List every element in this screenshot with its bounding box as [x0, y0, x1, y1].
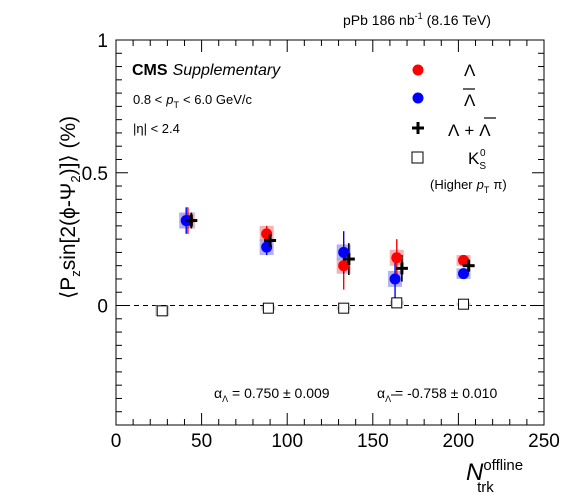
x-axis-title: Noffline trk	[466, 457, 523, 496]
eta-range-label: |η| < 2.4	[133, 121, 180, 136]
x-tick-label: 100	[271, 431, 303, 452]
y-tick-label: 1	[97, 31, 108, 52]
legend-kshort-note-sub: T	[484, 185, 490, 195]
legend: Λ Λ Λ + Λ KS0 (Higher pT π)	[411, 61, 507, 195]
pt-low: 0.8 <	[133, 92, 162, 107]
alpha-lambdabar-sub: Λ	[385, 394, 391, 404]
kshort-data-point	[262, 302, 274, 314]
lambdabar-data-point	[389, 273, 401, 285]
kshort-data-point	[156, 305, 168, 317]
combined-data-point	[264, 234, 277, 247]
lambdabar-data-point	[338, 246, 350, 258]
x-tick-label: 200	[443, 431, 475, 452]
experiment-suffix: Supplementary	[173, 62, 282, 79]
combined-data-point	[342, 253, 355, 266]
x-tick-label: 250	[528, 431, 560, 452]
legend-kshort-note-end: π)	[493, 177, 506, 192]
lambdabar-data-point	[458, 268, 470, 280]
experiment-label: CMS Supplementary	[132, 62, 281, 79]
legend-kshort-note: (Higher pT π)	[430, 177, 507, 195]
legend-label-combined: Λ + Λ	[448, 121, 491, 140]
lambda-data-point	[338, 260, 350, 272]
tick-labels-group: 0 50 100 150 200 250 0 0.5 1	[82, 31, 560, 452]
alpha-lambdabar-value: = -0.758 ± 0.010	[391, 385, 497, 401]
pt-symbol: p	[165, 92, 173, 107]
alpha-lambdabar-symbol: α	[377, 385, 385, 401]
legend-label-kshort: KS 0	[468, 148, 486, 172]
header-dataset: pPb 186 nb-1 (8.16 TeV)	[343, 11, 491, 28]
alpha-lambda-value: = 0.750 ± 0.009	[228, 385, 330, 401]
legend-label-lambda: Λ	[464, 61, 476, 80]
header-dataset-text: pPb 186 nb	[343, 12, 415, 28]
experiment-name: CMS	[132, 62, 168, 79]
pt-subscript: T	[174, 100, 180, 110]
y-axis-title-sub: z	[68, 270, 83, 277]
y-tick-label: 0.5	[82, 164, 108, 185]
kshort-data-point	[391, 297, 403, 309]
legend-marker-kshort	[411, 151, 424, 164]
lambda-data-point	[391, 252, 403, 264]
markers-group	[156, 214, 475, 317]
x-tick-label: 150	[357, 431, 389, 452]
legend-kshort-note-open: (Higher	[430, 177, 473, 192]
axis-ticks-group	[115, 39, 545, 426]
error-bars-group	[185, 207, 470, 298]
alpha-lambda-sub: Λ	[222, 394, 228, 404]
combined-data-point	[462, 259, 475, 272]
combined-data-point	[395, 262, 408, 275]
y-axis-title-end: )]⟩ (%)	[57, 116, 80, 176]
kshort-data-point	[458, 298, 470, 310]
y-axis-title-open: ⟨P	[57, 277, 80, 299]
legend-label-lambdabar: Λ	[464, 91, 476, 110]
kshort-data-point	[338, 302, 350, 314]
legend-combined-plus: +	[464, 121, 474, 140]
alpha-lambda-symbol: α	[214, 385, 222, 401]
pt-range-label: 0.8 < pT < 6.0 GeV/c	[133, 92, 253, 110]
x-axis-title-sup: offline	[483, 457, 523, 474]
y-tick-label: 0	[97, 297, 108, 318]
y-axis-title-mid: sin[2(ϕ-Ψ	[57, 183, 80, 271]
legend-marker-lambdabar	[412, 92, 424, 104]
combined-data-point	[185, 214, 198, 227]
systematic-bands-group	[155, 212, 471, 317]
y-axis-title-sub2: 2	[68, 175, 83, 182]
legend-kshort-k: K	[468, 149, 480, 168]
legend-marker-lambda	[412, 64, 424, 76]
header-dataset-sup: -1	[415, 11, 423, 21]
x-tick-label: 0	[111, 431, 122, 452]
x-axis-title-n: N	[466, 459, 484, 486]
header-energy: (8.16 TeV)	[427, 12, 491, 28]
plot-frame	[115, 39, 545, 426]
alpha-lambda-label: αΛ = 0.750 ± 0.009	[214, 385, 330, 404]
legend-combined-a: Λ	[448, 121, 460, 140]
lambda-data-point	[458, 254, 470, 266]
x-tick-label: 50	[191, 431, 212, 452]
legend-kshort-note-p: p	[476, 177, 484, 192]
legend-combined-b: Λ	[479, 121, 491, 140]
pt-high: < 6.0 GeV/c	[183, 92, 253, 107]
legend-kshort-sup: 0	[480, 148, 486, 159]
alpha-lambdabar-label: αΛ = -0.758 ± 0.010	[377, 385, 497, 404]
x-axis-title-sub: trk	[477, 479, 494, 496]
y-axis-title: ⟨Pzsin[2(ϕ-Ψ2)]⟩ (%)	[57, 116, 83, 299]
legend-kshort-sub: S	[479, 161, 486, 172]
